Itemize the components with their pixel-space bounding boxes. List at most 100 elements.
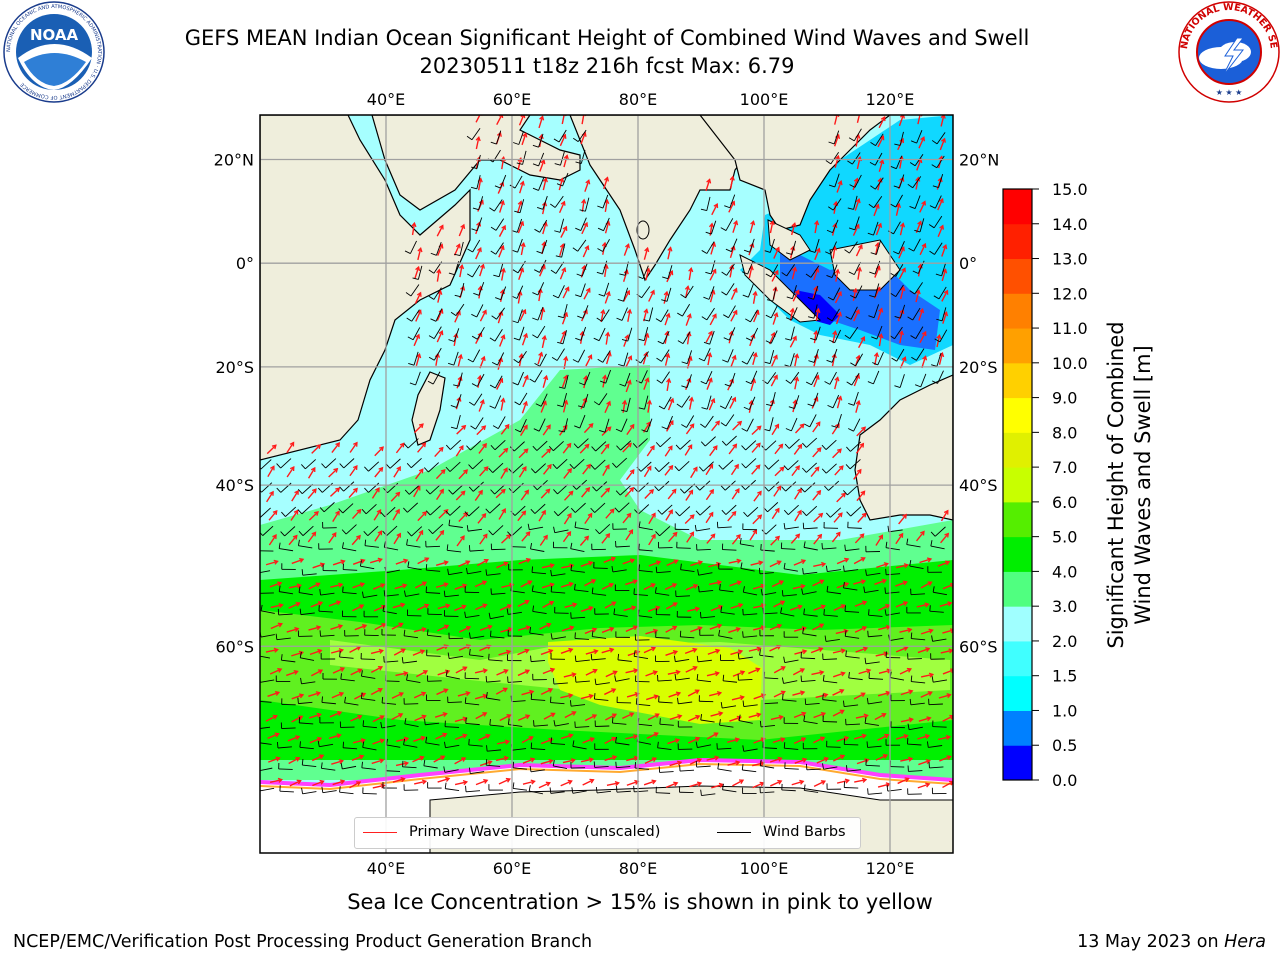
wave-arrow-head (733, 220, 739, 226)
wind-barb-flag (572, 137, 579, 143)
wave-arrow-head (336, 600, 342, 606)
wave-arrow-head (296, 779, 302, 785)
wave-arrow-head (538, 133, 544, 140)
wind-barb (468, 506, 480, 517)
wave-arrow-head (338, 759, 344, 765)
wave-arrow-head (418, 468, 424, 474)
noaa-logo-text: NOAA (30, 26, 79, 44)
wave-arrow (352, 582, 365, 589)
wave-arrow-head (899, 222, 906, 228)
wave-arrow (521, 736, 533, 744)
wind-barb (868, 701, 883, 705)
wave-arrow (854, 626, 867, 633)
wind-barb (844, 744, 859, 746)
wave-arrow-head (908, 689, 914, 695)
wind-barb (321, 701, 336, 705)
wind-barb (850, 441, 862, 452)
wave-arrow (498, 778, 511, 785)
wave-arrow-head (568, 693, 574, 699)
wind-barb (802, 591, 817, 595)
wave-arrow (417, 248, 422, 261)
wave-arrow-head (379, 715, 385, 720)
wind-barb-flag (829, 339, 835, 344)
wave-arrow-head (500, 267, 506, 273)
wave-arrow (856, 426, 866, 437)
wind-barb-flag (528, 785, 531, 792)
wave-arrow (685, 490, 694, 501)
wave-arrow-head (936, 334, 942, 340)
wind-barb (559, 218, 565, 233)
wave-arrow (749, 529, 757, 541)
wave-arrow-head (483, 558, 489, 564)
wind-barb (786, 264, 795, 277)
lat-ticks-right: 20°N0°20°S40°S60°S (959, 151, 999, 657)
wave-arrow-head (838, 465, 844, 471)
legend-item-wave: Primary Wave Direction (unscaled) (363, 824, 660, 840)
wave-arrow-head (487, 760, 493, 766)
wave-arrow (875, 534, 883, 546)
wind-barb-flag (724, 383, 731, 387)
wind-barb (322, 790, 337, 794)
wave-arrow (412, 756, 424, 763)
wave-arrow (753, 491, 762, 502)
wave-arrow (727, 761, 740, 766)
wind-barb-flag (738, 714, 741, 721)
wind-barb-flag (742, 294, 749, 298)
wind-barb (450, 439, 461, 450)
wind-barb (804, 482, 816, 493)
wave-arrow (521, 133, 527, 146)
wind-barb (573, 458, 585, 469)
wind-barb (853, 128, 862, 142)
wind-barb (301, 504, 313, 515)
wind-barb (602, 239, 610, 252)
wind-barb-flag (741, 445, 746, 451)
sea-ice-caption: Sea Ice Concentration > 15% is shown in … (347, 890, 933, 914)
wind-barb (717, 526, 732, 529)
wave-arrow (752, 291, 757, 304)
wind-barb-flag (894, 143, 901, 146)
wave-arrow (542, 424, 551, 436)
wave-arrow (627, 309, 631, 322)
wave-arrow (475, 779, 488, 786)
wave-arrow-head (689, 514, 695, 520)
wind-barb (725, 504, 737, 515)
wind-barb (657, 679, 672, 682)
wind-barb-flag (701, 250, 708, 254)
wind-barb (561, 243, 566, 258)
lon-tick-label-bottom: 80°E (619, 859, 657, 878)
wind-barb (847, 527, 862, 529)
wind-barb-flag (638, 338, 645, 342)
wave-arrow-head (463, 469, 469, 475)
wind-barb (825, 638, 840, 642)
wind-barb (574, 589, 589, 593)
wave-arrow (413, 628, 426, 633)
wind-barb-flag (742, 745, 745, 752)
wave-arrow (833, 134, 840, 147)
wind-barb (344, 702, 359, 706)
wind-barb (498, 263, 504, 277)
wind-barb (704, 436, 716, 447)
wave-arrow-head (664, 330, 670, 336)
wave-arrow-head (877, 222, 883, 228)
wave-arrow (812, 579, 824, 587)
wind-barb (908, 770, 923, 772)
wind-barb (768, 481, 780, 492)
wind-barb (302, 764, 317, 768)
wave-arrow-head (780, 737, 786, 743)
wind-barb-flag (260, 489, 262, 493)
wind-barb (750, 370, 758, 384)
wave-arrow-head (480, 355, 486, 361)
wave-arrow-head (632, 579, 638, 585)
wave-arrow (520, 489, 529, 501)
wind-barb-flag (577, 315, 584, 319)
wind-barb (666, 287, 672, 302)
wind-barb-flag (553, 526, 556, 533)
wind-barb-flag (847, 160, 853, 165)
wave-arrow (666, 420, 674, 432)
wave-arrow-head (336, 711, 343, 716)
wave-arrow (875, 754, 888, 761)
wave-arrow-head (549, 667, 556, 673)
wave-arrow (601, 426, 612, 437)
wave-arrow (812, 490, 821, 501)
wave-arrow-head (707, 352, 713, 358)
